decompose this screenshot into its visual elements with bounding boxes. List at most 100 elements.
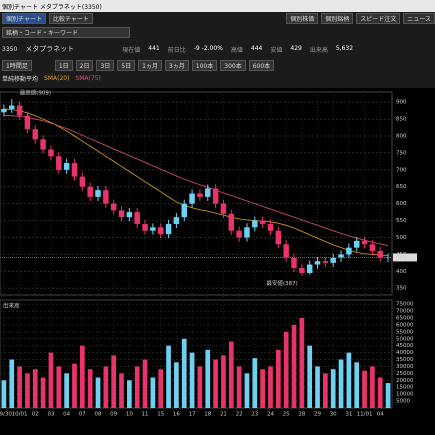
info-value: 444 <box>250 44 263 52</box>
volume-tick-label: 65000 <box>396 316 414 322</box>
candle-body <box>267 223 274 231</box>
info-value: -9 -2.00% <box>193 44 223 52</box>
volume-bar <box>197 366 203 408</box>
x-tick-label: 11 <box>142 412 149 418</box>
search-box[interactable]: 銘柄・コード・キーワード <box>2 26 130 38</box>
volume-bar <box>64 373 69 408</box>
candle-body <box>165 223 172 235</box>
candle-body <box>48 149 54 157</box>
range-button[interactable]: 1日 <box>54 59 73 71</box>
range-button[interactable]: 100本 <box>191 59 218 71</box>
candle-body <box>338 254 344 258</box>
y-tick-label: 350 <box>396 286 407 292</box>
volume-bar <box>299 318 305 408</box>
x-tick-label: 31 <box>345 412 352 418</box>
volume-bar <box>205 349 211 408</box>
tab-row: 個別チャート 比較チャート 個別株価 個別銘柄 スピード注文 ニュース <box>0 12 435 24</box>
button[interactable]: 個別銘柄 <box>321 12 354 24</box>
volume-bar <box>25 373 30 408</box>
range-button[interactable]: 3ヵ月 <box>164 59 189 71</box>
candle-body <box>275 230 282 245</box>
range-button[interactable]: 2日 <box>75 59 94 71</box>
chart: 3504004505005506006507007508008509005000… <box>0 89 417 418</box>
y-tick-label: 750 <box>396 150 407 156</box>
current-price-badge <box>393 253 417 262</box>
range-button[interactable]: 3日 <box>96 59 115 71</box>
range-button[interactable]: 5日 <box>117 59 136 71</box>
volume-bar <box>221 355 226 408</box>
volume-tick-label: 75000 <box>396 302 414 308</box>
x-tick-label: 16 <box>173 412 180 418</box>
volume-bar <box>370 366 375 408</box>
quote-info: 現在値 441 前日比 -9 -2.00% 高値 444 安値 429 出来高 5,632 <box>122 45 353 54</box>
info-label: 出来高 <box>309 46 328 54</box>
candle-body <box>212 188 219 204</box>
volume-bar <box>385 383 391 408</box>
x-tick-label: 04 <box>63 412 70 418</box>
candle-body <box>150 227 156 231</box>
candle-body <box>220 203 227 214</box>
legend-entry: SMA(75) <box>75 74 101 82</box>
candle-body <box>157 227 164 235</box>
x-tick-label: 23 <box>251 412 258 418</box>
info-value: 429 <box>290 44 302 52</box>
x-tick-label: 29 <box>314 412 321 418</box>
x-tick-label: 22 <box>236 412 243 418</box>
ma-label: 単純移動平均 <box>2 75 39 83</box>
volume-tick-label: 20000 <box>396 378 414 384</box>
volume-bar <box>346 352 352 408</box>
volume-bar <box>330 369 336 408</box>
candle-body <box>283 244 289 258</box>
candle-body <box>181 203 187 218</box>
range-button[interactable]: 600本 <box>248 59 275 71</box>
candle-body <box>110 203 117 211</box>
candle-body <box>16 105 23 116</box>
x-tick-label: 24 <box>267 412 274 418</box>
candle-body <box>63 163 70 170</box>
candle-body <box>299 267 305 274</box>
button[interactable]: スピード注文 <box>356 12 401 24</box>
period-select[interactable]: 1時間足 <box>2 59 32 71</box>
button[interactable]: ニュース <box>403 12 435 24</box>
volume-bar <box>338 359 344 408</box>
volume-bar <box>127 380 132 408</box>
candle-body <box>40 139 46 150</box>
candle-body <box>205 188 211 197</box>
volume-bar <box>111 355 117 408</box>
y-tick-label: 700 <box>396 167 407 173</box>
candle-body <box>24 115 31 130</box>
current-price: 441 <box>396 255 407 261</box>
volume-bar <box>17 366 22 408</box>
y-tick-label: 550 <box>396 218 407 224</box>
info-label: 安値 <box>270 46 283 54</box>
volume-bar <box>260 369 265 408</box>
candle-body <box>1 108 7 113</box>
volume-bar <box>362 370 367 408</box>
volume-bar <box>134 366 140 408</box>
x-tick-label: 18 <box>204 412 211 418</box>
tab[interactable]: 個別チャート <box>2 12 46 24</box>
volume-tick-label: 5000 <box>396 399 410 405</box>
search-row: 銘柄・コード・キーワード <box>0 26 435 38</box>
info-row: 3350 メタプラネット 現在値 441 前日比 -9 -2.00% 高値 444 安値 42… <box>0 40 435 58</box>
volume-bar <box>377 377 383 408</box>
volume-bar <box>79 345 85 408</box>
legend-row: 単純移動平均 SMA(20) SMA(75) <box>0 73 435 83</box>
range-button[interactable]: 300本 <box>220 59 246 71</box>
volume-bar <box>150 377 156 408</box>
volume-tick-label: 25000 <box>396 371 414 377</box>
candle-body <box>228 213 235 231</box>
volume-bar <box>158 369 164 408</box>
y-tick-label: 600 <box>396 201 407 207</box>
candle-body <box>361 240 368 245</box>
tab[interactable]: 比較チャート <box>48 12 93 24</box>
button[interactable]: 個別株価 <box>286 12 319 24</box>
volume-bar <box>315 366 320 408</box>
volume-bar <box>48 352 54 408</box>
stock-name: メタプラネット <box>25 45 75 53</box>
candle-body <box>259 220 266 224</box>
range-button[interactable]: 1ヵ月 <box>138 59 162 71</box>
volume-tick-label: 30000 <box>396 364 414 370</box>
volume-bar <box>181 338 187 408</box>
candle-body <box>173 217 180 224</box>
